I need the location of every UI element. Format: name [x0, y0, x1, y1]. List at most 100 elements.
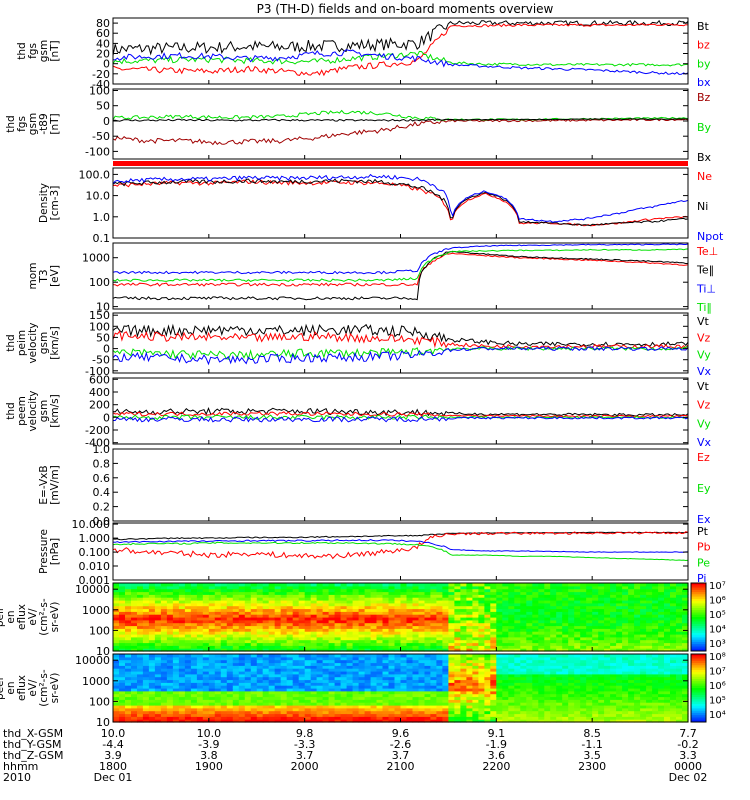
- series-line-mom-temp-3: [112, 248, 689, 282]
- y-axis-label: en: [5, 610, 17, 623]
- x-annotation-value: 9.1: [488, 727, 506, 740]
- x-axis-annotation: thd_X-GSMthd_Y-GSMthd_Z-GSMhhmm201010.0-…: [3, 80, 707, 784]
- x-annotation-value: -0.2: [677, 738, 698, 751]
- y-tick-label: 10: [96, 716, 110, 729]
- colorbar-tick-label: 10⁷: [709, 667, 726, 678]
- y-axis-label: [nT]: [49, 113, 61, 134]
- series-line-peim-velocity-1: [112, 330, 689, 349]
- y-tick-label: 150: [89, 309, 110, 322]
- y-axis-label: fgs: [16, 116, 28, 132]
- y-axis-label: thd: [5, 115, 17, 132]
- colorbar-tick-label: 10³: [709, 639, 726, 650]
- y-tick-label: 10000: [75, 583, 110, 596]
- x-annotation-value: 3.7: [392, 749, 410, 762]
- legend-entry-fgs: bx: [697, 76, 711, 89]
- legend-entry-peim-velocity: Vy: [697, 348, 711, 361]
- series-line-pressure-2: [112, 541, 689, 562]
- series-line-density-1: [112, 178, 689, 227]
- series-line-peem-velocity-1: [112, 411, 689, 418]
- legend-entry-peim-velocity: Vx: [697, 365, 712, 378]
- y-axis-label: thd: [5, 334, 17, 351]
- y-axis-label: eV/: [27, 679, 39, 697]
- y-axis-label: sr-eV): [49, 673, 61, 704]
- spectrogram-cells: [113, 654, 689, 723]
- legend-entry-peim-velocity: Vz: [697, 332, 711, 345]
- y-tick-label: 0.0: [93, 515, 111, 528]
- region-bar: [113, 161, 688, 166]
- legend-entry-efield: Ex: [697, 513, 711, 526]
- legend-entry-density: Ni: [697, 200, 708, 213]
- legend-entry-mom-temp: Te⊥: [696, 245, 718, 258]
- y-axis-label: gsm: [38, 400, 50, 422]
- y-tick-label: 100: [89, 276, 110, 289]
- panel-fgs-t89: 100 50 0 -50 -100 thd fgs gsm -t89 [nT] Bz By Bx: [5, 85, 712, 165]
- series-line-density-2: [112, 173, 689, 223]
- y-axis-label: gsm: [38, 40, 50, 62]
- legend-entry-efield: Ez: [697, 451, 710, 464]
- legend-entry-mom-temp: Te‖: [696, 264, 714, 277]
- x-annotation-value: -2.6: [390, 738, 411, 751]
- series-line-density-0: [112, 179, 689, 227]
- series-line-peim-velocity-0: [112, 323, 689, 347]
- plot-title: P3 (TH-D) fields and on-board moments ov…: [257, 2, 554, 16]
- y-tick-label: 100: [89, 320, 110, 333]
- panel-frame: [112, 448, 689, 522]
- y-axis-label: mom: [27, 263, 39, 290]
- colorbar: 10⁷ 10⁶ 10⁵ 10⁴ 10³: [690, 581, 726, 652]
- colorbar-tick-label: 10⁴: [709, 710, 726, 721]
- colorbar-frame: [690, 582, 707, 652]
- y-axis-label: [cm-3]: [49, 186, 61, 221]
- legend-entry-pressure: Pt: [697, 525, 709, 538]
- y-tick-label: 0: [103, 58, 110, 71]
- colorbar-tick-label: 10⁵: [709, 696, 726, 707]
- y-tick-label: 50: [96, 100, 110, 113]
- series-line-fgs-2: [112, 50, 689, 67]
- panel-peer-spec: 10⁸10⁷10⁶10⁵10⁴10000100010010thdpeerenef…: [0, 652, 726, 729]
- legend-entry-efield: Ey: [697, 482, 711, 495]
- series-line-peim-velocity-3: [112, 346, 689, 366]
- legend-entry-fgs-t89: Bx: [697, 151, 712, 164]
- x-annotation-value: -4.4: [102, 738, 123, 751]
- colorbar-tick-label: 10⁶: [709, 596, 726, 607]
- colorbar-tick-label: 10⁴: [709, 625, 726, 636]
- panel-frame: [112, 88, 689, 160]
- legend-entry-peem-velocity: Vz: [697, 399, 711, 412]
- y-axis-label: (cm²-s-: [38, 598, 50, 636]
- x-annotation-value: 9.6: [392, 727, 410, 740]
- y-tick-label: 80: [96, 17, 110, 30]
- legend-entry-mom-temp: Ti⊥: [696, 282, 716, 295]
- x-annotation-value: 2200: [482, 760, 510, 773]
- y-axis-label: eV/: [27, 608, 39, 626]
- y-tick-label: 0: [103, 115, 110, 128]
- y-axis-label: Density: [38, 183, 50, 223]
- y-tick-label: 10.000: [72, 518, 111, 531]
- y-tick-label: -50: [92, 354, 110, 367]
- x-annotation-value: 8.5: [583, 727, 601, 740]
- y-axis-label: [nT]: [49, 40, 61, 61]
- y-tick-label: 10: [96, 645, 110, 658]
- x-annotation-value: 0000: [674, 760, 702, 773]
- legend-entry-mom-temp: Ti‖: [696, 301, 712, 314]
- y-axis-label: peem: [16, 396, 28, 426]
- series-line-mom-temp-1: [112, 250, 689, 301]
- y-tick-label: 0.1: [93, 232, 111, 245]
- x-annotation-value: 2300: [578, 760, 606, 773]
- panel-frame: [112, 522, 689, 581]
- y-axis-label: [mV/m]: [49, 465, 61, 504]
- y-axis-label: peer: [0, 675, 6, 700]
- x-annotation-row-label: thd_Y-GSM: [3, 738, 62, 751]
- y-tick-label: -50: [92, 130, 110, 143]
- legend-entry-fgs: by: [697, 57, 711, 70]
- y-tick-label: 0.100: [79, 546, 111, 559]
- y-tick-label: -100: [85, 365, 110, 378]
- y-tick-label: -20: [92, 68, 110, 81]
- series-line-fgs-3: [112, 49, 689, 75]
- y-tick-label: 1000: [82, 675, 110, 688]
- y-tick-label: -100: [85, 145, 110, 158]
- y-axis-label: fgs: [27, 43, 39, 59]
- y-tick-label: 0.4: [93, 486, 111, 499]
